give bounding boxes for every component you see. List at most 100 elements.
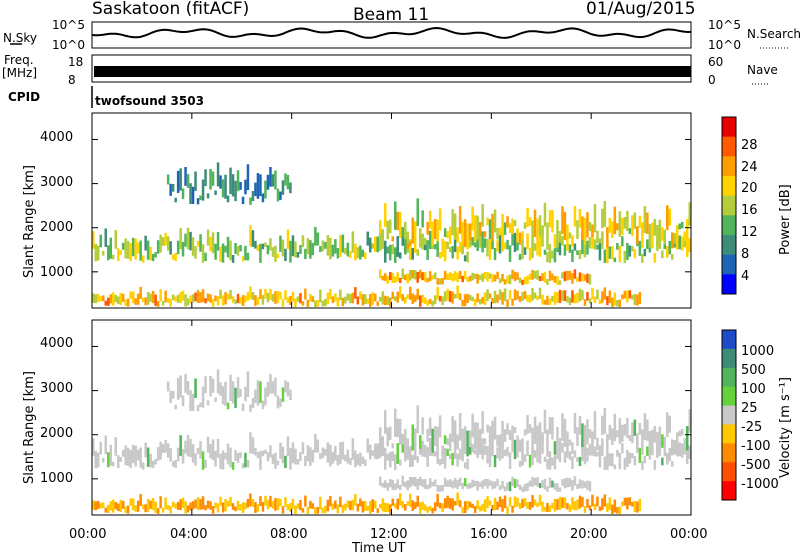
power-cell (194, 292, 197, 302)
power-cell (261, 243, 265, 250)
velocity-cell (646, 419, 649, 441)
power-cell (671, 232, 674, 249)
velocity-cell (608, 453, 612, 466)
power-cell (613, 257, 617, 263)
power-cell (448, 226, 452, 245)
power-cell (511, 226, 514, 246)
power-cell (423, 237, 427, 245)
velocity-cell (381, 482, 384, 488)
power-cell (561, 235, 564, 246)
power-cbar-frame (721, 116, 737, 295)
power-cbar-swatch-3 (722, 176, 736, 196)
velocity-cell (666, 453, 669, 465)
velocity-cell (441, 445, 444, 456)
power-cell (294, 241, 297, 258)
velocity-cell (239, 504, 242, 511)
velocity-cell (409, 493, 412, 507)
velocity-cell (329, 495, 332, 507)
velocity-cell (501, 440, 504, 459)
velocity-cell (324, 505, 327, 514)
power-cell (443, 241, 447, 262)
velocity-cell (421, 501, 424, 510)
power-cell (441, 296, 444, 305)
velocity-cell (107, 452, 110, 468)
velocity-cell (206, 436, 210, 453)
velocity-cell (181, 395, 185, 407)
velocity-cell (384, 410, 387, 434)
velocity-cell (511, 433, 514, 453)
power-cell (381, 275, 384, 281)
power-cell (176, 170, 180, 193)
velocity-cell (97, 500, 100, 509)
power-cell (563, 271, 567, 282)
velocity-cell (164, 439, 167, 453)
velocity-cell (159, 441, 162, 460)
velocity-cell (651, 429, 654, 454)
velocity-cell (414, 502, 417, 510)
velocity-cell (466, 430, 469, 457)
velocity-cell (211, 439, 215, 461)
power-cell (331, 296, 335, 303)
velocity-cell (518, 461, 522, 468)
power-cell (271, 174, 275, 187)
power-cell (633, 293, 637, 305)
velocity-cell (364, 459, 367, 466)
velocity-cell (451, 498, 454, 511)
velocity-cell (508, 430, 512, 440)
power-cell (436, 286, 439, 300)
power-cell (114, 230, 117, 249)
velocity-cell (311, 449, 315, 463)
power-cell (488, 219, 492, 240)
power-cell (668, 208, 671, 226)
power-cell (463, 271, 467, 280)
velocity-cell (226, 402, 230, 410)
power-cell (593, 239, 597, 250)
power-cell (219, 175, 222, 189)
power-cell (486, 289, 489, 302)
velocity-cell (608, 424, 612, 440)
velocity-cell (284, 497, 287, 507)
velocity-cell (314, 434, 317, 453)
velocity-cell (376, 443, 379, 460)
velocity-cell (316, 439, 320, 453)
power-cell (496, 228, 499, 240)
power-cell (134, 238, 137, 260)
velocity-cell (431, 428, 434, 453)
velocity-cell (104, 507, 107, 513)
power-cell (623, 217, 627, 229)
velocity-cell (611, 428, 614, 445)
power-cell (276, 291, 280, 304)
velocity-cell (286, 504, 290, 510)
velocity-cell (551, 457, 554, 466)
power-cell (416, 288, 419, 300)
power-cell (546, 222, 549, 250)
velocity-cell (461, 507, 464, 514)
power-cell (371, 243, 374, 249)
power-cell (199, 195, 202, 201)
power-cell (518, 254, 522, 261)
power-cell (136, 242, 140, 254)
velocity-cell (593, 503, 597, 510)
velocity-cell (536, 425, 539, 451)
power-cell (468, 233, 472, 248)
freq-tick-top: 18 (68, 55, 83, 69)
vel-cbar-tick-minus500: -500 (741, 458, 771, 473)
power-cell (169, 183, 172, 196)
velocity-cell (416, 478, 419, 490)
power-cell (354, 243, 357, 261)
power-cell (246, 291, 250, 301)
power-cell (471, 272, 474, 281)
velocity-cell (294, 505, 297, 515)
power-cell (401, 235, 404, 246)
vel-cbar-frame (721, 329, 737, 501)
power-cell (401, 268, 404, 280)
power-cell (483, 272, 487, 279)
velocity-cell (386, 427, 389, 447)
velocity-cell (586, 447, 589, 462)
power-cell (548, 270, 552, 281)
velocity-cell (478, 482, 482, 487)
velocity-cell (576, 484, 579, 489)
power-cell (286, 297, 290, 303)
power-cell (446, 273, 449, 280)
velocity-cell (409, 477, 412, 488)
